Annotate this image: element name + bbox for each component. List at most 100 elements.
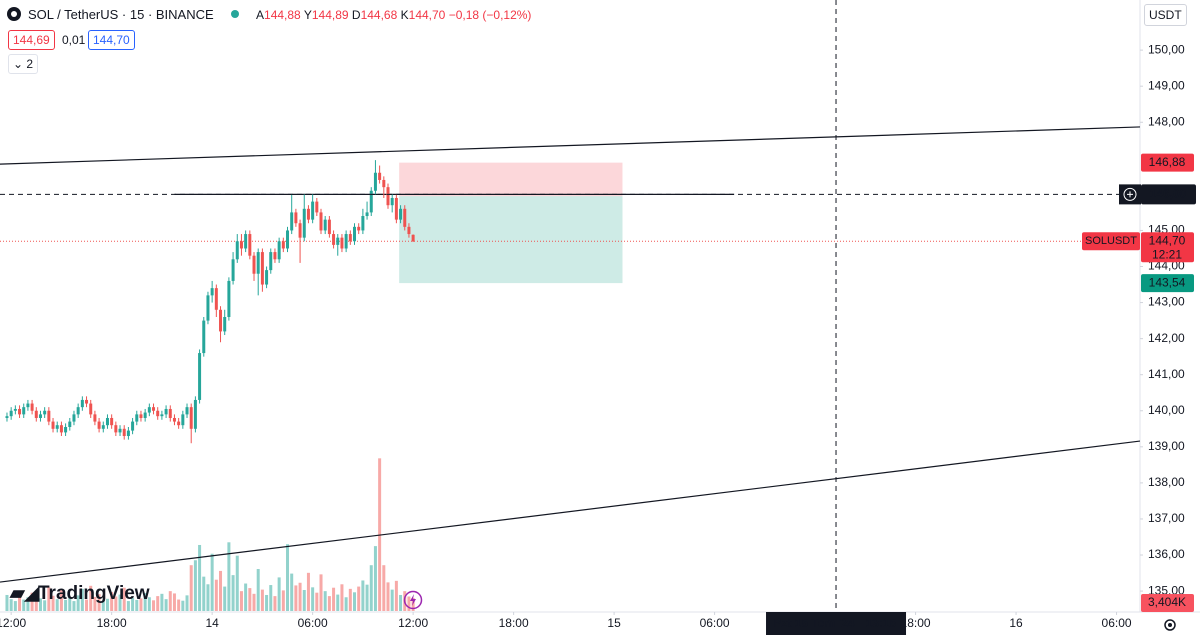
volume-bar — [273, 596, 277, 611]
volume-bar — [177, 599, 181, 611]
volume-bar — [281, 590, 285, 611]
volume-bar — [248, 588, 252, 611]
candle-body — [34, 410, 38, 418]
bid-button[interactable]: 144,69 — [8, 30, 55, 50]
volume-bar — [315, 592, 319, 611]
logo-text: TradingView — [38, 583, 150, 604]
candle-body — [332, 234, 336, 245]
volume-bar — [231, 575, 235, 611]
volume-bar — [357, 586, 361, 611]
candle-body — [143, 412, 147, 418]
y-tick-label: 150,00 — [1148, 42, 1185, 56]
y-tick-label: 136,00 — [1148, 547, 1185, 561]
volume-bar — [22, 599, 26, 611]
volume-bar — [26, 597, 30, 611]
volume-bar — [373, 546, 377, 611]
candle-body — [101, 425, 105, 429]
candle-body — [348, 234, 352, 242]
candle-body — [38, 414, 42, 418]
position-risk — [399, 162, 623, 197]
volume-bar — [202, 576, 206, 611]
stop-label-box — [1141, 153, 1194, 172]
volume-bar — [110, 591, 114, 611]
candle-body — [80, 399, 84, 408]
volume-bar — [135, 599, 139, 611]
candle-body — [30, 403, 34, 411]
candle-body — [13, 408, 17, 411]
candle-body — [298, 223, 302, 238]
candle-body — [327, 219, 331, 235]
candle-body — [319, 212, 323, 231]
candle-body — [227, 280, 231, 317]
candle-body — [72, 414, 76, 422]
volume-bar — [407, 596, 411, 611]
volume-bar — [122, 587, 126, 611]
label: A — [256, 8, 265, 22]
currency-button[interactable]: USDT — [1144, 4, 1187, 26]
candle-body — [407, 226, 411, 235]
symbol-title[interactable]: SOL / TetherUS · 15 · BINANCE — [28, 7, 214, 22]
volume-bar — [353, 592, 357, 611]
add-alert — [1123, 187, 1137, 201]
volume-bar — [323, 591, 327, 611]
candle-body — [5, 416, 9, 418]
candle-body — [9, 410, 13, 417]
ask-button[interactable]: 144,70 — [88, 30, 135, 50]
volume-bar — [302, 590, 306, 611]
crosshair-date: Pzt 15 Tem '24 — [773, 616, 855, 630]
volume-bar — [34, 601, 38, 611]
volume-bar — [72, 601, 76, 611]
label: K — [400, 8, 409, 22]
candle-body — [59, 425, 63, 433]
y-tick-label: 149,00 — [1148, 78, 1185, 92]
y-tick-label: 135,00 — [1148, 583, 1185, 597]
candle-body — [105, 417, 109, 426]
candle-body — [411, 234, 415, 242]
x-tick-label: 18:00 — [499, 616, 529, 630]
volume-bar — [55, 599, 59, 611]
volume-bar — [185, 595, 189, 611]
add-alert-plus — [1127, 191, 1133, 198]
candle-body — [265, 270, 269, 285]
candle-body — [114, 425, 118, 433]
spread: 0,01 — [62, 33, 86, 47]
crosshair-time: 13:15 — [866, 616, 897, 630]
volume-bar — [89, 585, 93, 611]
candle-body — [185, 407, 189, 415]
candle-body — [131, 421, 135, 431]
candle-body — [344, 234, 348, 249]
candle-body — [177, 421, 181, 426]
x-tick-label: 06:00 — [298, 616, 328, 630]
volume-bar — [290, 573, 294, 611]
candle-body — [76, 407, 80, 415]
volume-bar — [193, 560, 197, 611]
label: Y — [303, 8, 312, 22]
crosshair-time-box — [766, 612, 907, 635]
candle-body — [135, 414, 139, 422]
x-tick-label: 18:00 — [97, 616, 127, 630]
indicators-toggle[interactable]: ⌄ 2 — [8, 54, 39, 74]
candle-body — [210, 288, 214, 296]
candle-body — [160, 414, 164, 417]
candle-body — [152, 407, 156, 411]
x-tick-label: 06:00 — [1102, 616, 1132, 630]
x-tick-label: 18:00 — [901, 616, 931, 630]
volume-bar — [386, 582, 390, 611]
candle-body — [340, 237, 344, 249]
candle-body — [214, 288, 218, 310]
volume-bar — [101, 600, 105, 611]
candle-body — [273, 252, 277, 260]
volume-bar — [235, 555, 239, 611]
volume-bar — [139, 598, 143, 611]
y-tick-label: 143,00 — [1148, 295, 1185, 309]
candle-body — [378, 172, 382, 180]
volume-bar — [64, 599, 68, 611]
volume-bar — [306, 572, 310, 611]
volume-bar — [105, 598, 109, 611]
volume-bar — [369, 565, 373, 611]
volume-bar — [85, 599, 89, 611]
candle-body — [223, 316, 227, 332]
volume-bar — [319, 574, 323, 611]
candle-body — [51, 421, 55, 429]
